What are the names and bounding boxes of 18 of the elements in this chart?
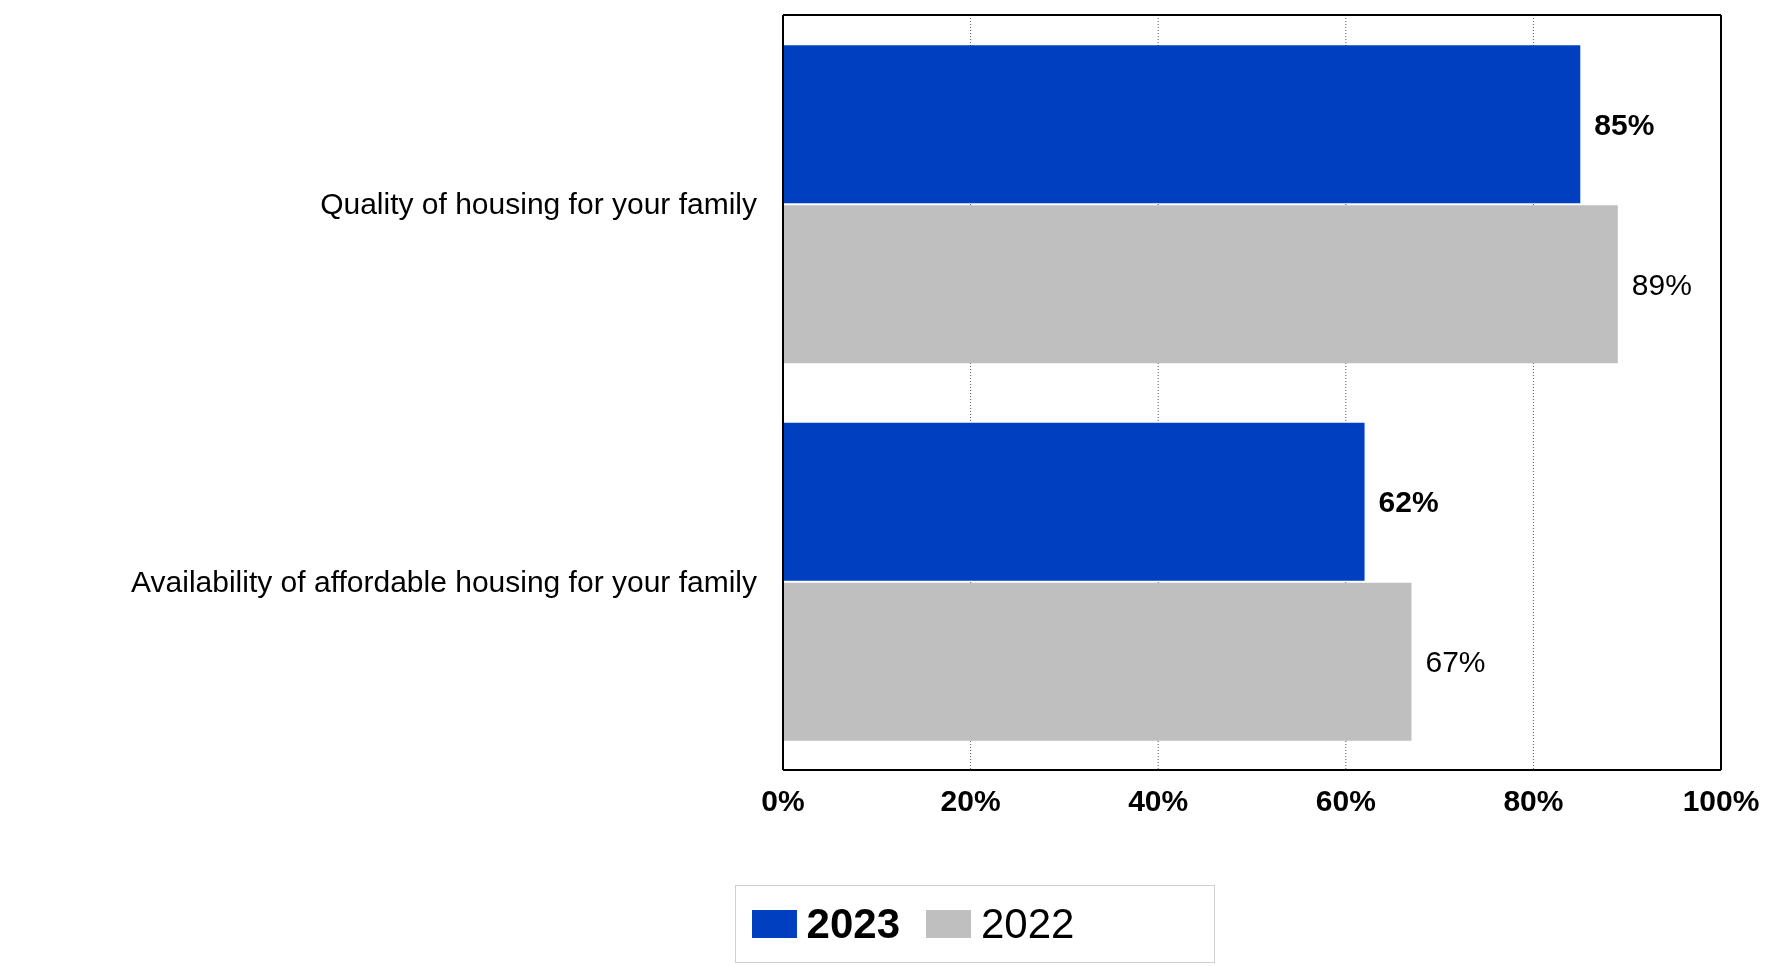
- y-tick-label: Quality of housing for your family: [320, 187, 757, 221]
- data-label: 62%: [1378, 485, 1439, 519]
- bar: [783, 582, 1412, 741]
- bar: [783, 205, 1618, 364]
- y-tick-label: Availability of affordable housing for your family: [131, 564, 757, 598]
- x-tick-label: 20%: [940, 784, 1001, 818]
- x-tick-label: 0%: [761, 784, 805, 818]
- x-tick-label: 80%: [1503, 784, 1564, 818]
- data-label: 89%: [1631, 267, 1692, 301]
- bar: [783, 45, 1581, 204]
- x-tick-label: 100%: [1682, 784, 1760, 818]
- x-tick-label: 60%: [1315, 784, 1376, 818]
- data-label: 67%: [1425, 645, 1486, 679]
- legend-label: 2023: [806, 900, 900, 948]
- x-tick-label: 40%: [1128, 784, 1189, 818]
- data-label: 85%: [1594, 107, 1655, 141]
- legend-label: 2022: [981, 900, 1075, 948]
- bar: [783, 422, 1365, 581]
